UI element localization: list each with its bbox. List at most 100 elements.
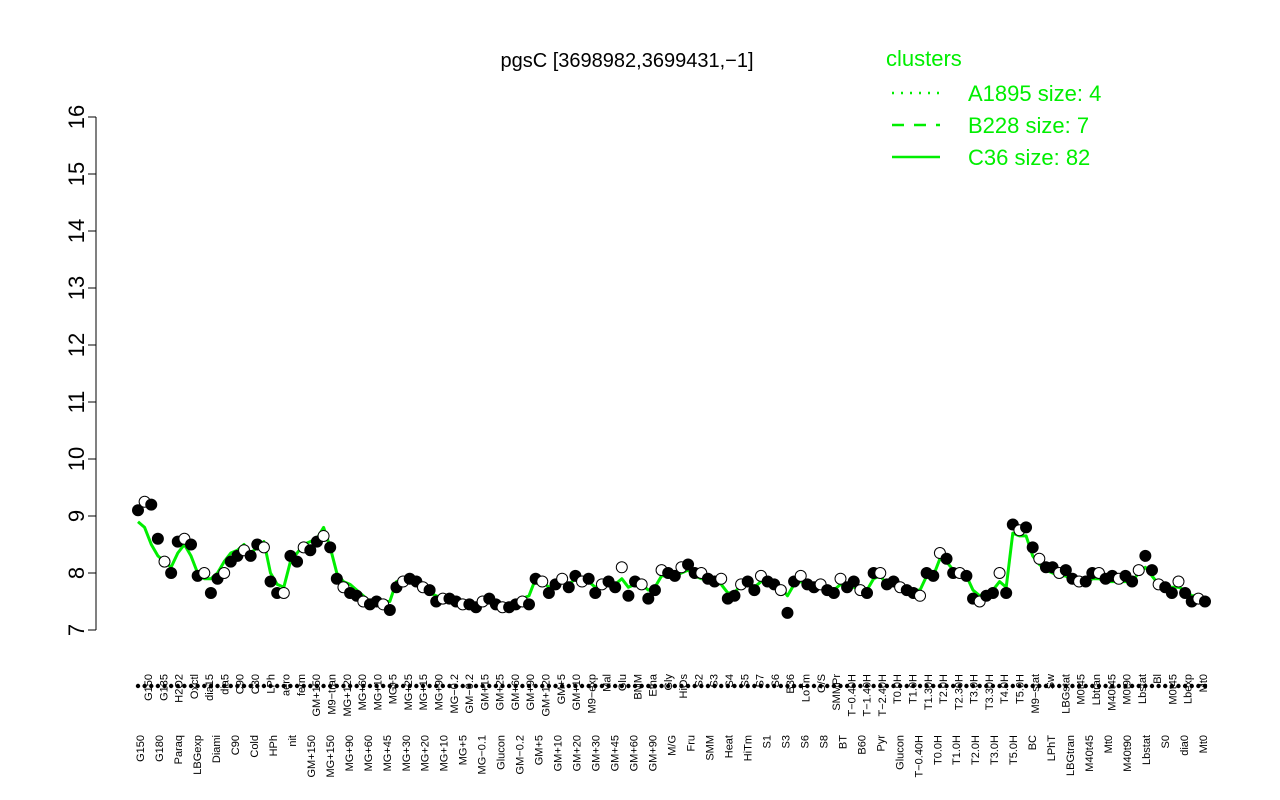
- y-tick-label: 9: [64, 510, 89, 522]
- data-point: [158, 555, 171, 568]
- x-tick: [1037, 683, 1042, 689]
- x-tick: [579, 683, 585, 689]
- data-point: [609, 581, 622, 594]
- x-tick: [798, 683, 803, 689]
- x-tick-label: B60: [856, 735, 868, 755]
- x-tick: [924, 683, 929, 689]
- x-tick-label: Lbtran: [1091, 674, 1103, 705]
- y-tick-label: 13: [64, 276, 89, 300]
- x-tick: [1070, 683, 1075, 689]
- x-tick: [1063, 683, 1069, 689]
- x-tick: [685, 683, 691, 689]
- x-tick-label: B36: [785, 674, 797, 694]
- x-tick: [1017, 683, 1022, 689]
- data-point: [741, 575, 754, 588]
- x-tick-label: Fru: [685, 735, 697, 752]
- data-point: [827, 586, 840, 599]
- x-tick: [506, 683, 512, 689]
- x-tick-label: Glucon: [496, 735, 508, 770]
- x-tick-label: Gly: [663, 674, 675, 691]
- x-tick-label: MG+90: [434, 674, 446, 710]
- x-tick: [467, 683, 472, 689]
- data-point: [589, 586, 602, 599]
- x-tick-label: GM+25: [495, 674, 507, 710]
- x-tick-label: MG+25: [403, 674, 415, 710]
- data-point: [861, 586, 874, 599]
- x-tick: [1156, 683, 1161, 689]
- x-tick: [1129, 683, 1135, 689]
- data-point: [556, 572, 569, 585]
- x-tick-label: Lbexp: [1183, 674, 1195, 704]
- x-tick: [520, 683, 525, 689]
- x-tick: [871, 683, 876, 689]
- x-tick: [1083, 683, 1088, 689]
- x-tick-label: M40t90: [1122, 735, 1134, 772]
- data-point: [774, 584, 787, 597]
- x-tick-label: S4: [724, 674, 736, 687]
- data-point: [668, 569, 681, 582]
- x-tick-label: Mt0: [1198, 674, 1210, 692]
- x-tick: [639, 683, 644, 689]
- x-tick-label: S6: [770, 674, 782, 687]
- x-tick: [1056, 683, 1062, 689]
- x-tick-label: BMM: [632, 674, 644, 700]
- data-point: [1199, 595, 1211, 608]
- x-tick-label: GM+15: [479, 674, 491, 710]
- data-point: [993, 567, 1006, 579]
- x-tick-label: GM+90: [525, 674, 537, 710]
- data-point: [781, 606, 794, 619]
- y-tick-label: 14: [64, 219, 89, 243]
- y-tick-label: 8: [64, 567, 89, 579]
- x-tick-label: S3: [709, 674, 721, 687]
- data-point: [324, 541, 337, 554]
- data-point: [264, 575, 277, 588]
- x-tick-label: T1.0H: [907, 674, 919, 704]
- x-tick: [559, 683, 565, 689]
- x-tick: [791, 683, 797, 689]
- x-tick: [168, 683, 174, 689]
- x-tick: [1182, 683, 1188, 689]
- x-tick-label: C90: [235, 674, 247, 694]
- x-tick: [825, 683, 830, 689]
- x-tick-label: T3.30H: [984, 674, 996, 710]
- x-tick: [135, 683, 141, 689]
- x-tick: [990, 683, 996, 689]
- x-tick-label: Cold: [249, 735, 261, 758]
- x-tick-label: Oxctl: [189, 674, 201, 699]
- x-tick-label: S6: [799, 735, 811, 748]
- x-tick: [241, 683, 247, 689]
- x-tick-label: T2.0H: [970, 735, 982, 765]
- data-point: [582, 572, 595, 585]
- data-point: [847, 575, 860, 588]
- data-point: [794, 569, 807, 582]
- data-point: [1179, 586, 1192, 599]
- chart-title: pgsC [3698982,3699431,−1]: [501, 50, 754, 72]
- x-tick-label: T3.0H: [989, 735, 1001, 765]
- x-tick: [891, 683, 896, 689]
- data-point: [642, 592, 655, 605]
- x-tick-label: SMMPr: [831, 674, 843, 711]
- y-tick-label: 12: [64, 333, 89, 357]
- x-tick-label: G135: [158, 674, 170, 701]
- x-tick-label: Sw: [1045, 674, 1057, 689]
- x-tick-label: T5.0H: [1008, 735, 1020, 765]
- data-point: [145, 498, 158, 511]
- x-tick: [327, 683, 333, 689]
- x-tick: [1149, 683, 1155, 689]
- x-tick: [838, 683, 843, 689]
- x-tick-label: GM+120: [541, 674, 553, 717]
- x-tick-label: M0t45: [1167, 674, 1179, 705]
- data-point: [748, 584, 761, 597]
- x-tick: [931, 683, 936, 689]
- y-tick-label: 10: [64, 447, 89, 471]
- x-tick-label: S7: [755, 674, 767, 687]
- x-tick-label: dia0: [1179, 735, 1191, 756]
- data-point: [204, 586, 217, 599]
- x-tick: [321, 683, 326, 689]
- x-tick: [831, 683, 837, 689]
- x-tick-label: Pyr: [875, 735, 887, 752]
- x-tick: [381, 683, 386, 689]
- data-point: [1172, 575, 1185, 588]
